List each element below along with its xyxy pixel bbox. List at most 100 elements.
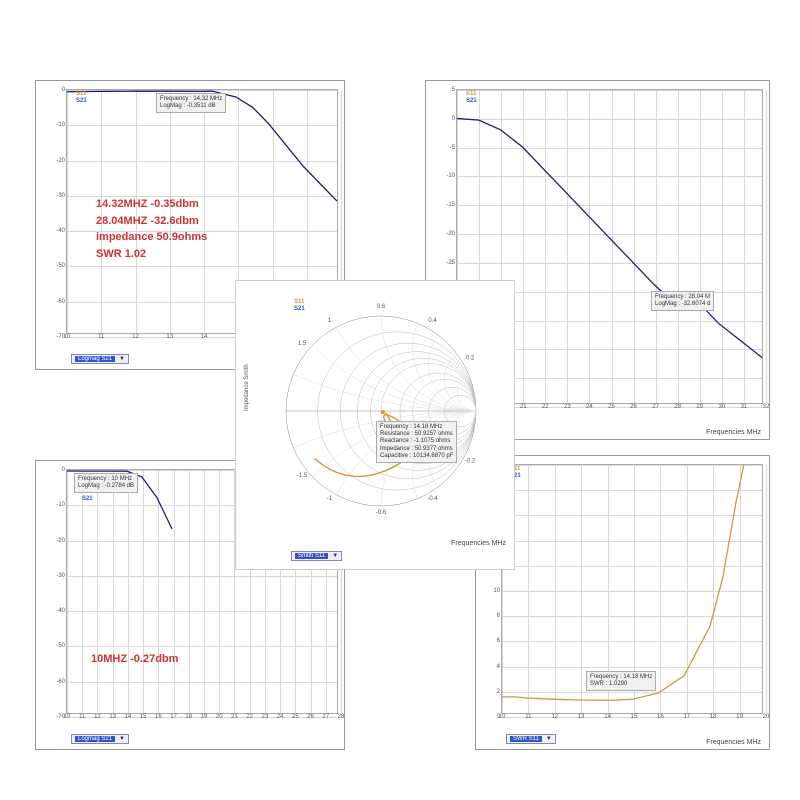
legend-s21: S21	[76, 98, 87, 105]
y-tick-label: -25	[446, 260, 457, 266]
y-tick-label: -10	[56, 502, 67, 508]
x-tick-label: 17	[683, 713, 690, 720]
trace-select-dropdown[interactable]: Logmag S21▼	[71, 734, 129, 744]
x-tick-label: 17	[170, 713, 177, 720]
x-tick-label: 21	[231, 713, 238, 720]
x-tick-label: 10	[64, 333, 71, 340]
x-tick-label: 25	[608, 403, 615, 410]
x-tick-label: 27	[652, 403, 659, 410]
x-tick-label: 22	[542, 403, 549, 410]
y-tick-label: -60	[56, 299, 67, 305]
marker-tooltip: Frequency : 10 MHzLogMag : -0.2784 dB	[74, 473, 138, 493]
x-tick-label: 26	[630, 403, 637, 410]
x-tick-label: 10	[499, 713, 506, 720]
x-tick-label: 28	[338, 713, 345, 720]
dropdown-value: Smith S11	[295, 553, 328, 559]
x-tick-label: 18	[710, 713, 717, 720]
x-tick-label: 12	[132, 333, 139, 340]
dropdown-value: Logmag S21	[75, 736, 115, 742]
x-tick-label: 14	[201, 333, 208, 340]
legend-s11: S11	[294, 299, 305, 306]
x-tick-label: 16	[155, 713, 162, 720]
trace-select-dropdown[interactable]: Smith S11 ▼	[291, 551, 342, 561]
trace-select-dropdown[interactable]: Logmag S21 ▼	[71, 354, 129, 364]
y-tick-label: -30	[56, 193, 67, 199]
marker-tooltip: Frequency : 28.04 MLogMag : -32.6074 d	[651, 291, 714, 311]
x-axis-title: Frequencies MHz	[451, 540, 506, 547]
x-tick-label: 22	[246, 713, 253, 720]
x-tick-label: 29	[696, 403, 703, 410]
x-tick-label: 13	[578, 713, 585, 720]
x-tick-label: 14	[125, 713, 132, 720]
x-tick-label: 32	[763, 403, 770, 410]
legend-s11: S11	[466, 91, 477, 98]
x-tick-label: 23	[564, 403, 571, 410]
y-tick-label: -50	[56, 643, 67, 649]
chevron-down-icon: ▼	[119, 356, 125, 362]
svg-text:0.4: 0.4	[428, 318, 437, 324]
x-tick-label: 20	[763, 713, 770, 720]
marker-tooltip: Frequency : 14.18 MHzSWR : 1.0290	[586, 671, 656, 691]
x-tick-label: 14	[604, 713, 611, 720]
x-tick-label: 12	[94, 713, 101, 720]
y-tick-label: -20	[56, 158, 67, 164]
svg-text:-0.6: -0.6	[376, 510, 387, 516]
marker-tooltip: Frequency : 14.18 MHzResistance : 50.925…	[376, 421, 457, 463]
x-tick-label: 20	[216, 713, 223, 720]
legend-s21: S21	[82, 496, 93, 503]
chevron-down-icon: ▼	[332, 553, 338, 559]
x-tick-label: 15	[140, 713, 147, 720]
dropdown-value: SWR S11	[510, 736, 542, 742]
smith-side-label: Impedance Smith	[244, 364, 250, 411]
x-tick-label: 19	[736, 713, 743, 720]
x-tick-label: 23	[262, 713, 269, 720]
svg-text:-0.4: -0.4	[427, 496, 438, 502]
x-axis-title: Frequencies MHz	[706, 739, 761, 746]
legend-s21: S21	[466, 98, 477, 105]
swr-chart: 201816141210864201011121314151617181920S…	[475, 455, 770, 750]
y-tick-label: -30	[56, 573, 67, 579]
y-tick-label: -20	[446, 231, 457, 237]
trace-legend: S11S21	[466, 91, 477, 105]
smith-svg: 1.5 1 0.6 0.4 0.2 -0.2 -0.4 -0.6 -1 -1.5	[236, 281, 516, 541]
x-tick-label: 26	[307, 713, 314, 720]
y-tick-label: -60	[56, 679, 67, 685]
x-tick-label: 27	[322, 713, 329, 720]
chevron-down-icon: ▼	[546, 736, 552, 742]
x-tick-label: 15	[631, 713, 638, 720]
svg-text:1.5: 1.5	[298, 341, 307, 347]
x-tick-label: 21	[520, 403, 527, 410]
x-tick-label: 28	[674, 403, 681, 410]
x-tick-label: 11	[98, 333, 104, 340]
x-tick-label: 13	[166, 333, 173, 340]
trace-select-dropdown[interactable]: SWR S11 ▼	[506, 734, 556, 744]
trace-legend: S11S21	[294, 299, 305, 313]
legend-s11: S11	[76, 91, 87, 98]
x-axis-title: Frequencies MHz	[706, 429, 761, 436]
y-tick-label: -10	[56, 122, 67, 128]
x-tick-label: 13	[109, 713, 116, 720]
svg-text:-0.2: -0.2	[465, 459, 476, 465]
y-tick-label: -40	[56, 608, 67, 614]
y-tick-label: -5	[450, 145, 457, 151]
dropdown-value: Logmag S21	[75, 356, 115, 362]
y-tick-label: -50	[56, 263, 67, 269]
x-tick-label: 10	[64, 713, 71, 720]
x-tick-label: 31	[741, 403, 748, 410]
x-tick-label: 16	[657, 713, 664, 720]
x-tick-label: 19	[201, 713, 208, 720]
svg-text:1: 1	[328, 318, 332, 324]
svg-text:-1.5: -1.5	[297, 473, 308, 479]
marker-tooltip: Frequency : 14.32 MHzLogMag : -0.3511 dB	[156, 93, 226, 113]
smith-chart: 1.5 1 0.6 0.4 0.2 -0.2 -0.4 -0.6 -1 -1.5 S11S21 Imp…	[235, 280, 515, 570]
x-tick-label: 18	[185, 713, 192, 720]
svg-text:0.6: 0.6	[377, 304, 386, 310]
x-tick-label: 12	[551, 713, 558, 720]
y-tick-label: -40	[56, 228, 67, 234]
legend-s21: S21	[294, 306, 305, 313]
y-tick-label: -15	[446, 202, 457, 208]
svg-text:-1: -1	[327, 496, 333, 502]
y-tick-label: -10	[446, 173, 457, 179]
overlay-annotation: 14.32MHZ -0.35dbm28.04MHZ -32.6dbmimpeda…	[96, 196, 207, 262]
svg-text:0.2: 0.2	[466, 356, 475, 362]
